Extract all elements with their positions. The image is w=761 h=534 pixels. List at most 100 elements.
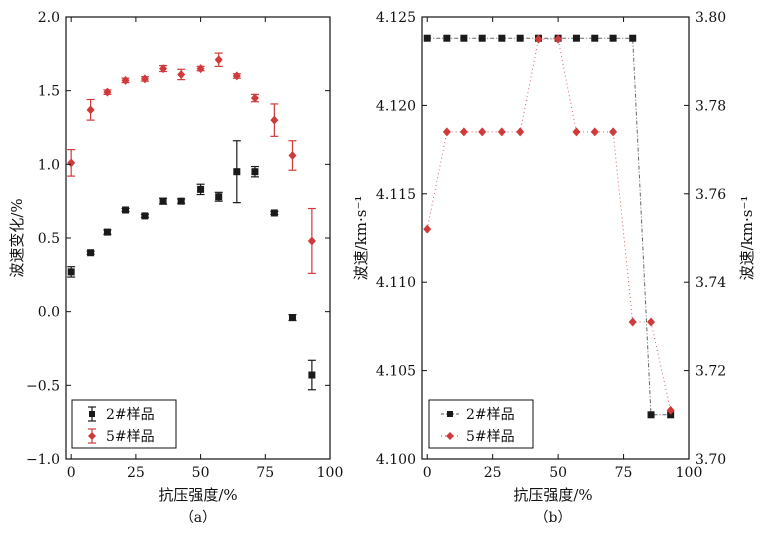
panel-b-point <box>497 127 506 137</box>
panel-a-point <box>250 93 259 103</box>
panel-a-xlabel: 抗压强度/% <box>158 486 237 504</box>
panel-a-point <box>87 249 95 257</box>
panel-a-ytick-label: 0.0 <box>38 305 60 321</box>
panel-b-point <box>459 127 468 137</box>
panel-b-point <box>442 127 451 137</box>
panel-b-ytick-right-label: 3.70 <box>695 452 726 468</box>
panel-b-ytick-left-label: 4.125 <box>376 10 416 26</box>
panel-a-point <box>159 197 167 205</box>
panel-a-ylabel: 波速变化/% <box>8 198 26 277</box>
panel-b-point <box>629 34 637 42</box>
panel-b-ytick-left-label: 4.110 <box>376 275 416 291</box>
panel-a-point <box>159 64 168 74</box>
panel-b-ytick-left-label: 4.120 <box>376 98 416 114</box>
panel-a-ytick-label: 1.0 <box>38 157 60 173</box>
panel-a-point <box>251 168 259 176</box>
panel-b-xtick-label: 25 <box>484 465 502 481</box>
panel-b-point <box>498 34 506 42</box>
panel-a-point <box>288 314 296 322</box>
panel-b-point <box>609 34 617 42</box>
panel-b-frame <box>421 16 690 460</box>
panel-b-series-2 <box>423 34 675 415</box>
panel-a-series-2 <box>67 52 316 274</box>
panel-b-ytick-right-label: 3.72 <box>695 364 726 380</box>
panel-a-point <box>67 268 75 276</box>
panel-a-xtick-label: 0 <box>67 465 76 481</box>
panel-b-ytick-right-label: 3.78 <box>695 98 726 114</box>
panel-b-point <box>572 34 580 42</box>
panel-a-point <box>270 115 279 125</box>
panel-b-legend-marker-2 <box>441 432 459 440</box>
panel-a-point <box>177 197 185 205</box>
panel-a-frame <box>65 16 331 460</box>
panel-b-point <box>478 34 486 42</box>
panel-a-point <box>197 185 205 193</box>
panel-a-point <box>307 236 316 246</box>
panel-a-series-1 <box>67 140 316 391</box>
panel-b-xtick-label: 0 <box>423 465 432 481</box>
panel-b-series-line <box>427 37 671 416</box>
panel-a-ytick-label: 1.5 <box>38 84 60 100</box>
panel-a-point <box>141 212 149 220</box>
panel-a-point <box>196 64 205 74</box>
panel-a-caption: （a） <box>180 510 216 526</box>
panel-b-point <box>423 34 431 42</box>
panel-b-point <box>609 127 618 137</box>
panel-b-legend-label-1: 2#样品 <box>466 407 515 423</box>
panel-b-point <box>423 224 432 234</box>
panel-a-point <box>270 209 278 217</box>
panel-b-point <box>443 34 451 42</box>
panel-a-ytick-label: 0.5 <box>38 231 60 247</box>
panel-a-legend-label-2: 5#样品 <box>106 429 155 445</box>
panel-a-xtick-label: 100 <box>317 465 344 481</box>
panel-b-ylabel-left: 波速/km·s⁻¹ <box>352 196 370 281</box>
panel-b-ticks: 0 25 50 75 100 4.100 4.105 4.110 4.115 4.120 4.125… <box>376 10 726 481</box>
panel-b-legend-marker-1 <box>441 411 459 417</box>
panel-b-xlabel: 抗压强度/% <box>513 486 592 504</box>
panel-b-point <box>647 317 656 327</box>
panel-a-legend-box <box>71 399 177 449</box>
panel-a-point <box>308 371 316 379</box>
panel-b-xtick-label: 50 <box>549 465 567 481</box>
panel-a-xtick-label: 50 <box>192 465 210 481</box>
panel-a-data <box>67 52 316 391</box>
panel-a-ytick-label: −1.0 <box>26 452 60 468</box>
panel-b-ytick-right-label: 3.76 <box>695 187 726 203</box>
panel-b-legend-label-2: 5#样品 <box>466 429 515 445</box>
panel-b-legend: 2#样品 5#样品 <box>428 399 534 449</box>
panel-a-point <box>122 206 130 214</box>
panel-b-xtick-label: 75 <box>615 465 633 481</box>
panel-a-point <box>121 75 130 85</box>
panel-b-point <box>647 411 655 419</box>
panel-a-point <box>67 158 76 168</box>
panel-a-point <box>232 71 241 81</box>
panel-b-point <box>591 34 599 42</box>
panel-b: 0 25 50 75 100 4.100 4.105 4.110 4.115 4.120 4.125… <box>352 10 756 526</box>
panel-b-ylabel-right: 波速/km·s⁻¹ <box>738 196 756 281</box>
panel-b-point <box>460 34 468 42</box>
panel-b-series-1 <box>423 34 675 419</box>
panel-b-point <box>554 34 563 44</box>
panel-b-ytick-left-label: 4.115 <box>376 187 416 203</box>
panel-a-point <box>214 55 223 65</box>
panel-b-ytick-left-label: 4.105 <box>376 364 416 380</box>
panel-a-point <box>233 168 241 176</box>
panel-b-caption: （b） <box>535 510 572 526</box>
panel-a-point <box>140 74 149 84</box>
panel-b-point <box>534 34 543 44</box>
panel-b-point <box>516 127 525 137</box>
panel-a-point <box>288 150 297 160</box>
panel-b-point <box>516 34 524 42</box>
panel-a-ytick-label: 2.0 <box>38 10 60 26</box>
panel-b-xtick-label: 100 <box>676 465 703 481</box>
panel-a-point <box>177 69 186 79</box>
panel-a-legend: 2#样品 5#样品 <box>71 399 177 449</box>
panel-a-point <box>103 87 112 97</box>
panel-a-legend-marker-2 <box>88 428 96 444</box>
panel-a-legend-marker-1 <box>88 406 96 422</box>
panel-a-legend-label-1: 2#样品 <box>106 407 155 423</box>
panel-b-ytick-right-label: 3.80 <box>695 10 726 26</box>
panel-b-data <box>423 34 675 419</box>
panel-b-series-line <box>426 38 672 411</box>
panel-b-legend-box <box>428 399 534 449</box>
